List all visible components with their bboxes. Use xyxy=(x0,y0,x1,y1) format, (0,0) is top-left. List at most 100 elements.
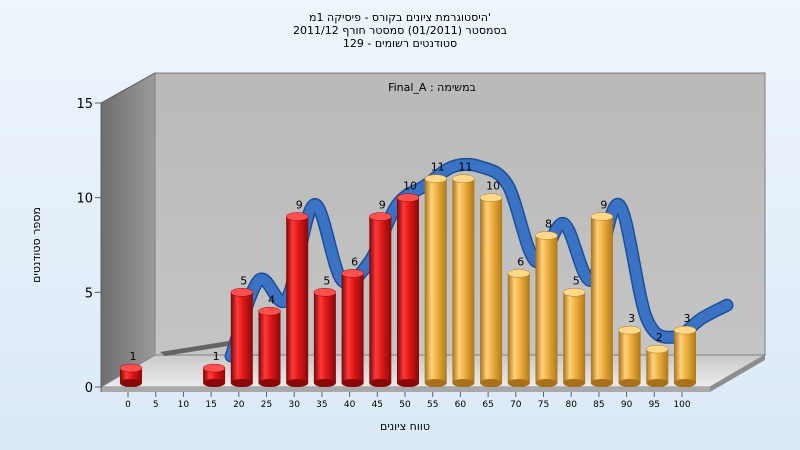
bar-body xyxy=(563,292,586,383)
x-tick-label: 55 xyxy=(427,400,438,410)
data-label: 5 xyxy=(573,274,580,287)
bar-base xyxy=(424,379,447,387)
bar-base xyxy=(590,379,613,387)
bar-top xyxy=(341,269,364,278)
x-tick-label: 70 xyxy=(510,400,522,410)
x-tick-label: 85 xyxy=(593,400,604,410)
bar xyxy=(535,231,558,387)
bar xyxy=(590,212,614,387)
bar-base xyxy=(313,379,336,387)
bar-top xyxy=(119,363,143,373)
x-tick-label: 80 xyxy=(565,400,577,410)
bar-base xyxy=(120,379,142,387)
bar-base xyxy=(452,379,475,387)
bar-top xyxy=(673,325,697,335)
bar xyxy=(424,174,447,387)
bar-base xyxy=(674,379,696,387)
data-label: 10 xyxy=(486,180,500,193)
data-label: 11 xyxy=(431,161,445,174)
chart-title-line-3: סטודנטים רשומים - 129 xyxy=(343,37,457,50)
bar-body xyxy=(397,197,419,383)
legend-label: Final_A : במשימה xyxy=(388,81,476,94)
bar xyxy=(341,269,364,387)
bar-body xyxy=(618,330,641,383)
bar-top xyxy=(535,231,558,240)
bar-body xyxy=(313,292,336,383)
x-tick-label: 30 xyxy=(288,400,300,410)
bar-body xyxy=(258,311,281,383)
x-tick-label: 0 xyxy=(125,400,131,410)
x-tick-label: 5 xyxy=(153,400,159,410)
bar-base xyxy=(230,379,253,387)
data-label: 2 xyxy=(656,331,663,344)
bar-top xyxy=(230,288,254,297)
bar-body xyxy=(590,216,613,383)
bar xyxy=(258,307,281,387)
bar-top xyxy=(590,212,614,221)
x-tick-label: 45 xyxy=(372,400,383,410)
bar-body xyxy=(341,273,364,383)
bar-body xyxy=(452,178,475,383)
data-label: 1 xyxy=(130,350,137,363)
bar xyxy=(313,288,337,387)
bar xyxy=(507,269,531,387)
data-label: 10 xyxy=(403,180,417,193)
bar-body xyxy=(424,178,447,383)
data-label: 3 xyxy=(684,312,691,325)
bar xyxy=(119,363,143,387)
data-label: 6 xyxy=(351,255,358,268)
bar-base xyxy=(341,379,364,387)
bar xyxy=(673,325,697,387)
bar-base xyxy=(258,379,281,387)
bar-base xyxy=(535,379,558,387)
bar-body xyxy=(230,292,253,383)
x-tick-label: 20 xyxy=(233,400,245,410)
data-label: 9 xyxy=(296,199,303,212)
chart-title-line-1: היסטוגרמת ציונים בקורס - פיסיקה 1מ' xyxy=(309,11,491,24)
y-tick-label: 0 xyxy=(85,381,93,396)
bar-top xyxy=(424,174,447,183)
data-label: 5 xyxy=(323,274,330,287)
bar-base xyxy=(618,379,641,387)
bar xyxy=(646,344,669,387)
bar-base xyxy=(507,379,530,387)
x-tick-label: 90 xyxy=(621,400,633,410)
trend-ribbon xyxy=(160,157,734,363)
data-label: 4 xyxy=(268,293,275,306)
bar xyxy=(230,288,254,387)
x-tick-label: 100 xyxy=(673,400,690,410)
bars xyxy=(119,174,697,387)
bar-top xyxy=(369,212,392,221)
data-label: 9 xyxy=(600,199,607,212)
bar-base xyxy=(369,379,392,387)
bar xyxy=(369,212,392,387)
floor-front-edge xyxy=(101,387,710,392)
bar-base xyxy=(203,379,226,387)
bar xyxy=(618,325,641,387)
bar-base xyxy=(480,379,503,387)
bar-body xyxy=(286,216,309,383)
bar-body xyxy=(120,368,142,383)
bar-top xyxy=(202,363,226,373)
bar-body xyxy=(480,197,503,383)
bar-body xyxy=(674,330,696,383)
x-tick-label: 50 xyxy=(399,400,411,410)
bar-base xyxy=(397,379,419,387)
bar xyxy=(452,174,475,387)
bar-base xyxy=(563,379,586,387)
x-axis-title: טווח ציונים xyxy=(380,420,430,433)
x-tick-label: 15 xyxy=(205,400,216,410)
bar xyxy=(202,363,226,387)
bar-top xyxy=(562,288,586,297)
x-tick-label: 60 xyxy=(455,400,467,410)
y-tick-label: 5 xyxy=(85,286,93,301)
bar-top xyxy=(285,212,309,221)
bar-top xyxy=(618,325,641,335)
bar-top xyxy=(646,344,669,354)
x-tick-label: 65 xyxy=(482,400,493,410)
bar-body xyxy=(507,273,530,383)
floor-right-edge xyxy=(710,355,765,392)
bar xyxy=(479,193,503,387)
bar-body xyxy=(646,349,669,383)
